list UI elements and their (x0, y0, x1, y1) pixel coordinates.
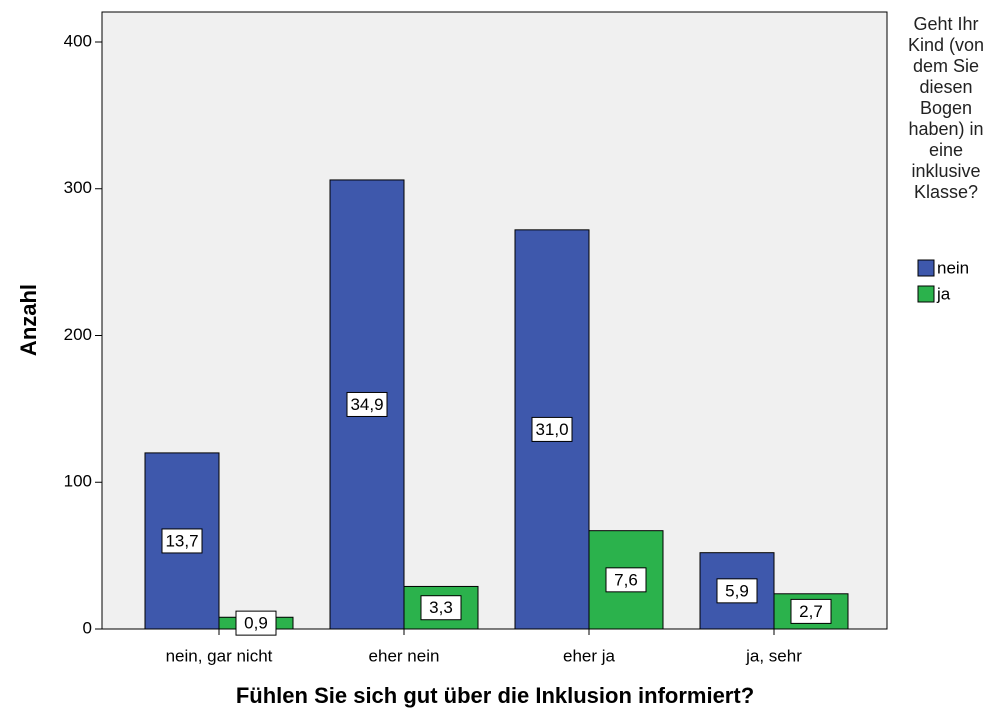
legend-label: nein (937, 258, 969, 277)
y-tick-label: 200 (64, 325, 92, 344)
data-label: 31,0 (535, 420, 568, 439)
data-label-box (235, 610, 277, 636)
legend-swatch (917, 285, 935, 303)
data-label: 2,7 (799, 602, 823, 621)
data-label: 3,3 (429, 598, 453, 617)
data-label-box (420, 595, 462, 621)
data-label: 7,6 (614, 570, 638, 589)
bar (514, 229, 590, 630)
data-label-box (716, 578, 758, 604)
data-label-box (161, 528, 203, 554)
data-label-box (605, 567, 647, 593)
data-label: 34,9 (350, 395, 383, 414)
y-tick-label: 0 (83, 618, 92, 637)
y-tick-label: 400 (64, 31, 92, 50)
x-tick-label: ja, sehr (745, 646, 802, 665)
data-label-box (531, 416, 573, 442)
x-tick-label: eher ja (563, 646, 616, 665)
x-axis-label: Fühlen Sie sich gut über die Inklusion i… (236, 683, 754, 708)
data-label: 0,9 (244, 614, 268, 633)
legend-swatch (917, 259, 935, 277)
x-tick-label: eher nein (369, 646, 440, 665)
x-tick-label: nein, gar nicht (166, 646, 273, 665)
plot-area (101, 11, 888, 630)
legend-label: ja (936, 284, 951, 303)
y-tick-label: 100 (64, 472, 92, 491)
data-label-box (346, 391, 388, 417)
y-axis-label: Anzahl (16, 284, 41, 356)
y-tick-label: 300 (64, 178, 92, 197)
data-label: 5,9 (725, 581, 749, 600)
data-label: 13,7 (165, 531, 198, 550)
data-label-box (790, 598, 832, 624)
bar (144, 452, 220, 630)
legend-title: Geht Ihr Kind (von dem Sie diesen Bogen … (907, 14, 985, 202)
